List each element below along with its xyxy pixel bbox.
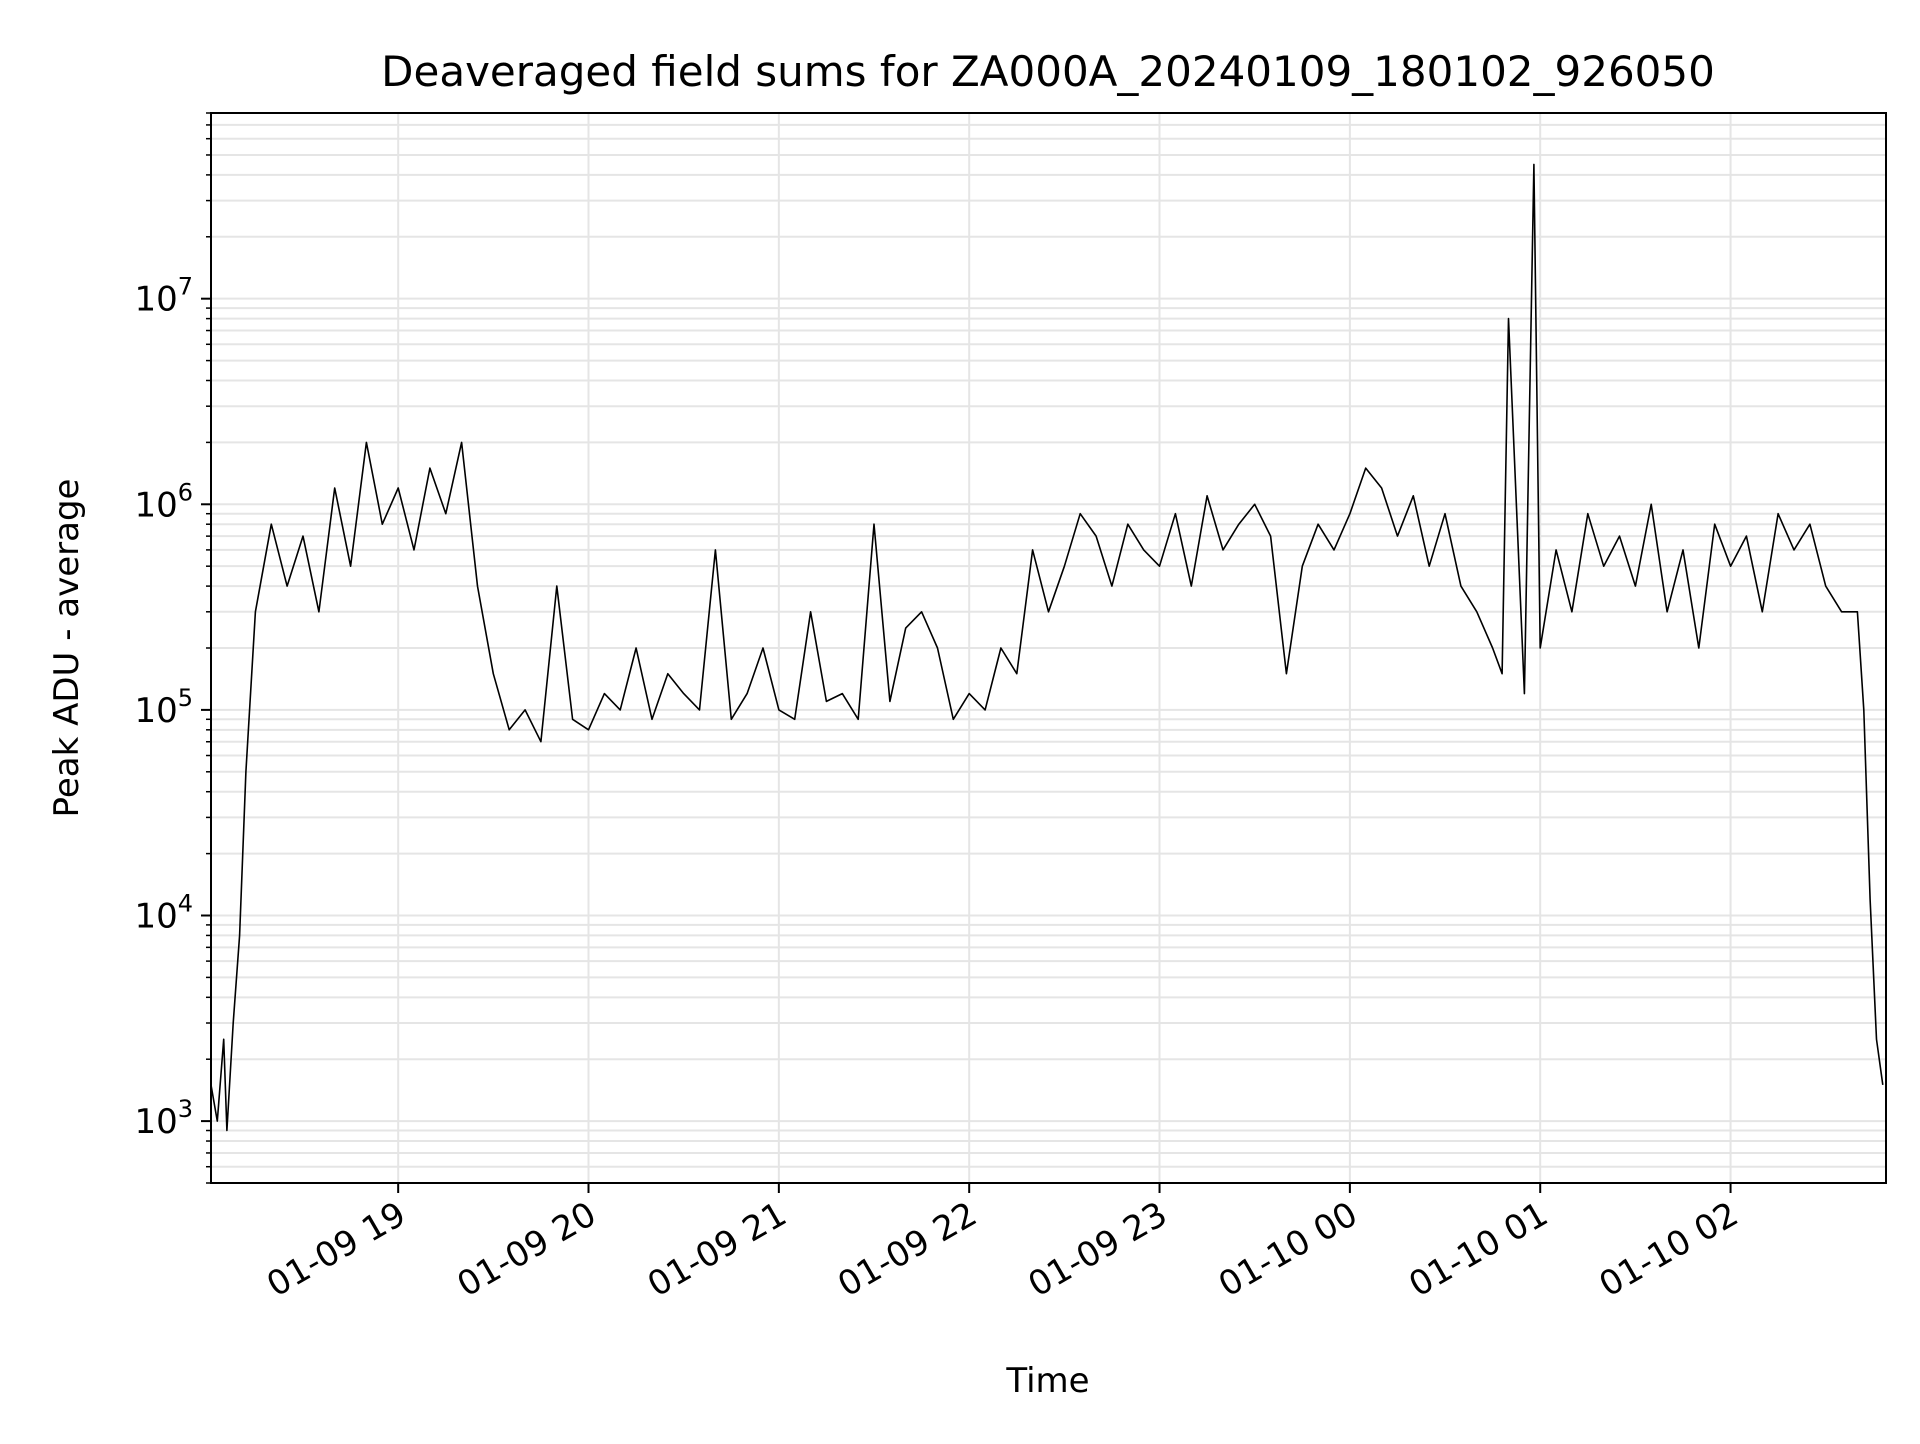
y-axis-label: Peak ADU - average [47,479,87,818]
plot-layer [210,163,1884,1132]
y-tick-label: 107 [134,273,193,320]
y-tick-label: 104 [134,890,193,937]
y-tick-label: 105 [134,684,193,731]
x-axis-label: Time [1005,1361,1089,1401]
chart-title: Deaveraged field sums for ZA000A_2024010… [381,47,1715,96]
y-tick-label: 106 [134,478,193,525]
grid-layer [211,112,1886,1184]
series-line [210,163,1884,1132]
y-tick-label: 103 [134,1095,193,1142]
